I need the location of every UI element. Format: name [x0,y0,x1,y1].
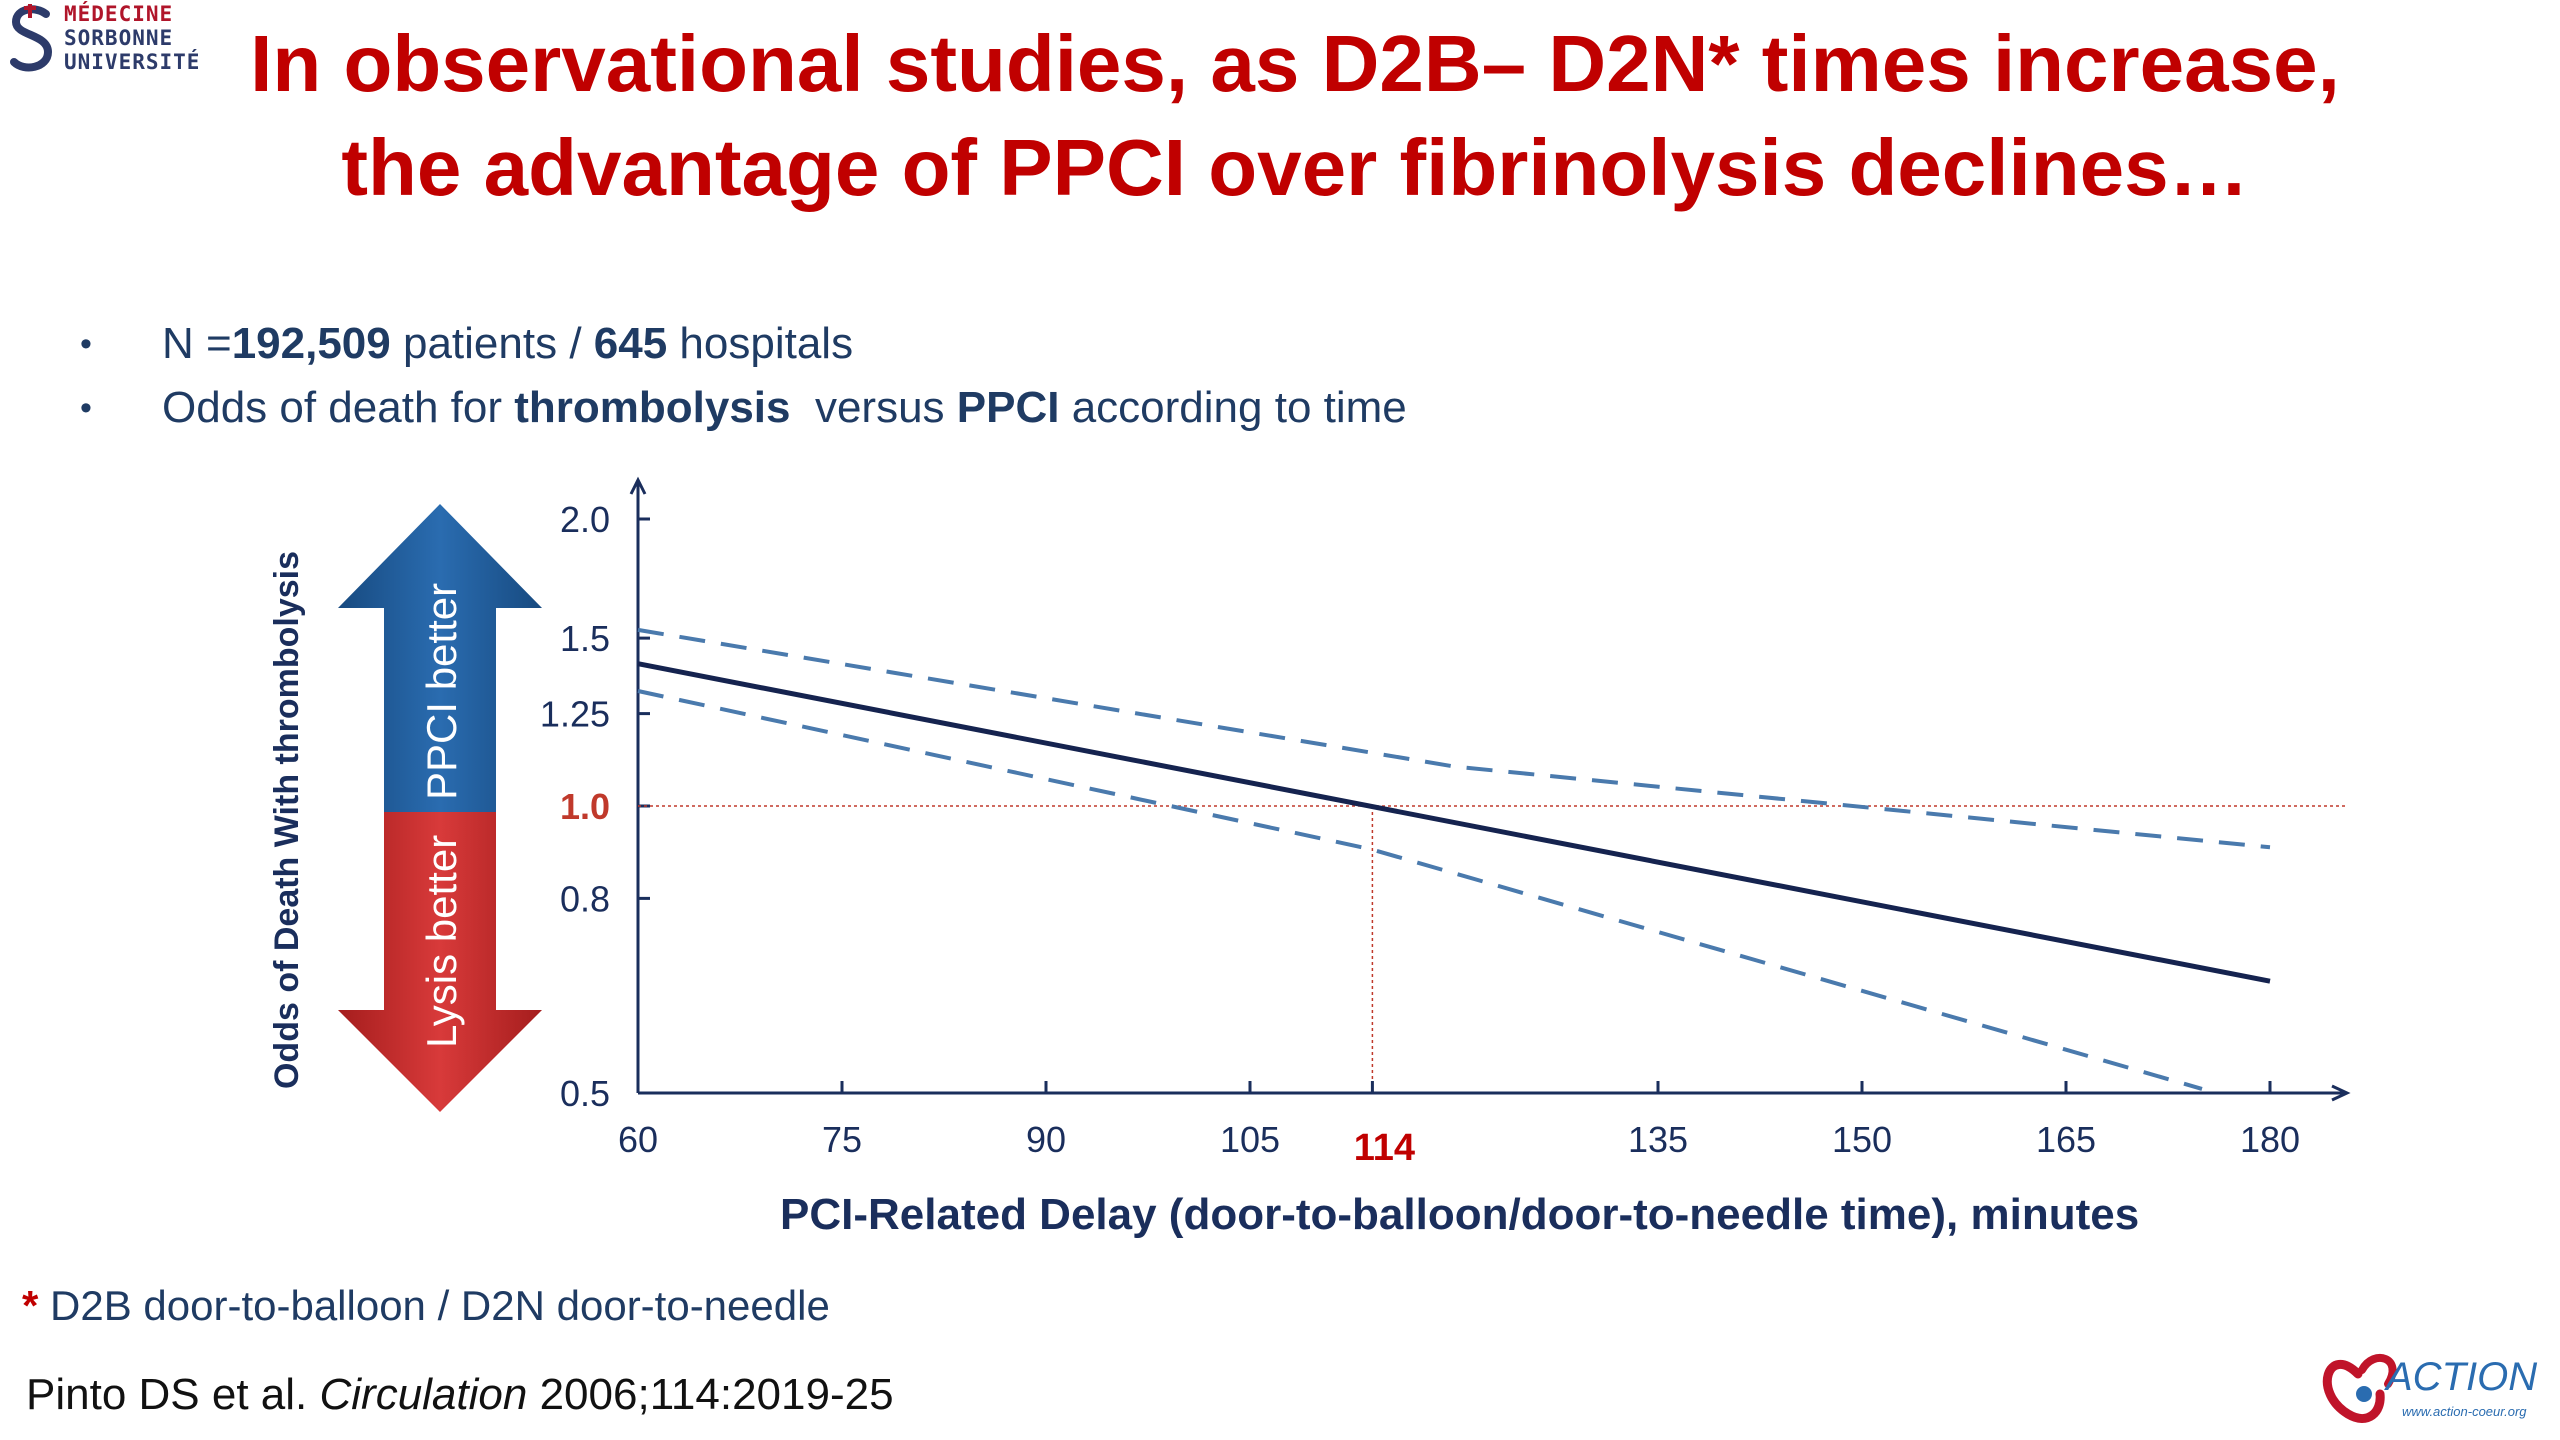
x-axis-title: PCI-Related Delay (door-to-balloon/door-… [780,1190,2140,1239]
x-tick-label: 150 [1832,1119,1892,1160]
hospital-count: 645 [593,319,668,368]
journal-name: Circulation [319,1370,528,1419]
ppci-term: PPCI [956,383,1060,432]
logo-line-3: UNIVERSITÉ [64,50,201,74]
arrow-down-half [338,812,542,1112]
y-axis-arrowhead [629,476,647,495]
action-heart-icon [2322,1360,2385,1423]
x-tick-label: 165 [2036,1119,2096,1160]
title-line-2: the advantage of PPCI over fibrinolysis … [341,123,2249,212]
y-tick-label: 1.0 [560,786,610,827]
thrombolysis-term: thrombolysis [514,383,791,432]
sorbonne-s-icon [10,4,53,72]
sorbonne-logo: MÉDECINE SORBONNE UNIVERSITÉ [6,2,206,78]
better-direction-arrow [338,504,542,1112]
y-tick-label: 0.5 [560,1073,610,1114]
confidence-bound-line [637,689,2203,1091]
logo-line-2: SORBONNE [64,26,174,50]
y-tick-label: 0.8 [560,878,610,919]
x-tick-label: 135 [1628,1119,1688,1160]
logo-line-1: MÉDECINE [64,2,174,26]
title-line-1: In observational studies, as D2B– D2N* t… [250,19,2340,108]
x-tick-label-114: 114 [1354,1127,1415,1169]
y-tick-label: 1.25 [540,694,610,735]
action-logo-name: ACTION [2384,1355,2537,1399]
odds-ratio-line [637,661,2271,984]
citation: Pinto DS et al. Circulation 2006;114:201… [26,1370,894,1419]
x-tick-label: 75 [822,1119,862,1160]
x-tick-label: 60 [618,1119,658,1160]
footnote-star: * [22,1282,39,1329]
arrow-up-half [338,504,542,812]
bullet-sample-size: N =192,509 patients / 645 hospitals [80,312,1407,376]
confidence-bound-line [637,627,2271,850]
footnote-text: D2B door-to-balloon / D2N door-to-needle [38,1282,830,1329]
action-logo-url: www.action-coeur.org [2402,1404,2527,1419]
x-axis-arrowhead [2331,1084,2351,1102]
bullet-list: N =192,509 patients / 645 hospitals Odds… [80,312,1407,440]
x-tick-label: 90 [1026,1119,1066,1160]
y-tick-label: 1.5 [560,618,610,659]
slide-title: In observational studies, as D2B– D2N* t… [140,12,2450,220]
x-tick-label: 180 [2240,1119,2300,1160]
footnote: * D2B door-to-balloon / D2N door-to-need… [22,1282,830,1330]
action-coeur-logo: ACTION www.action-coeur.org [2322,1353,2537,1423]
x-tick-label: 105 [1220,1119,1280,1160]
patient-count: 192,509 [231,319,391,368]
y-tick-label: 2.0 [560,499,610,540]
bullet-odds: Odds of death for thrombolysis versus PP… [80,376,1407,440]
